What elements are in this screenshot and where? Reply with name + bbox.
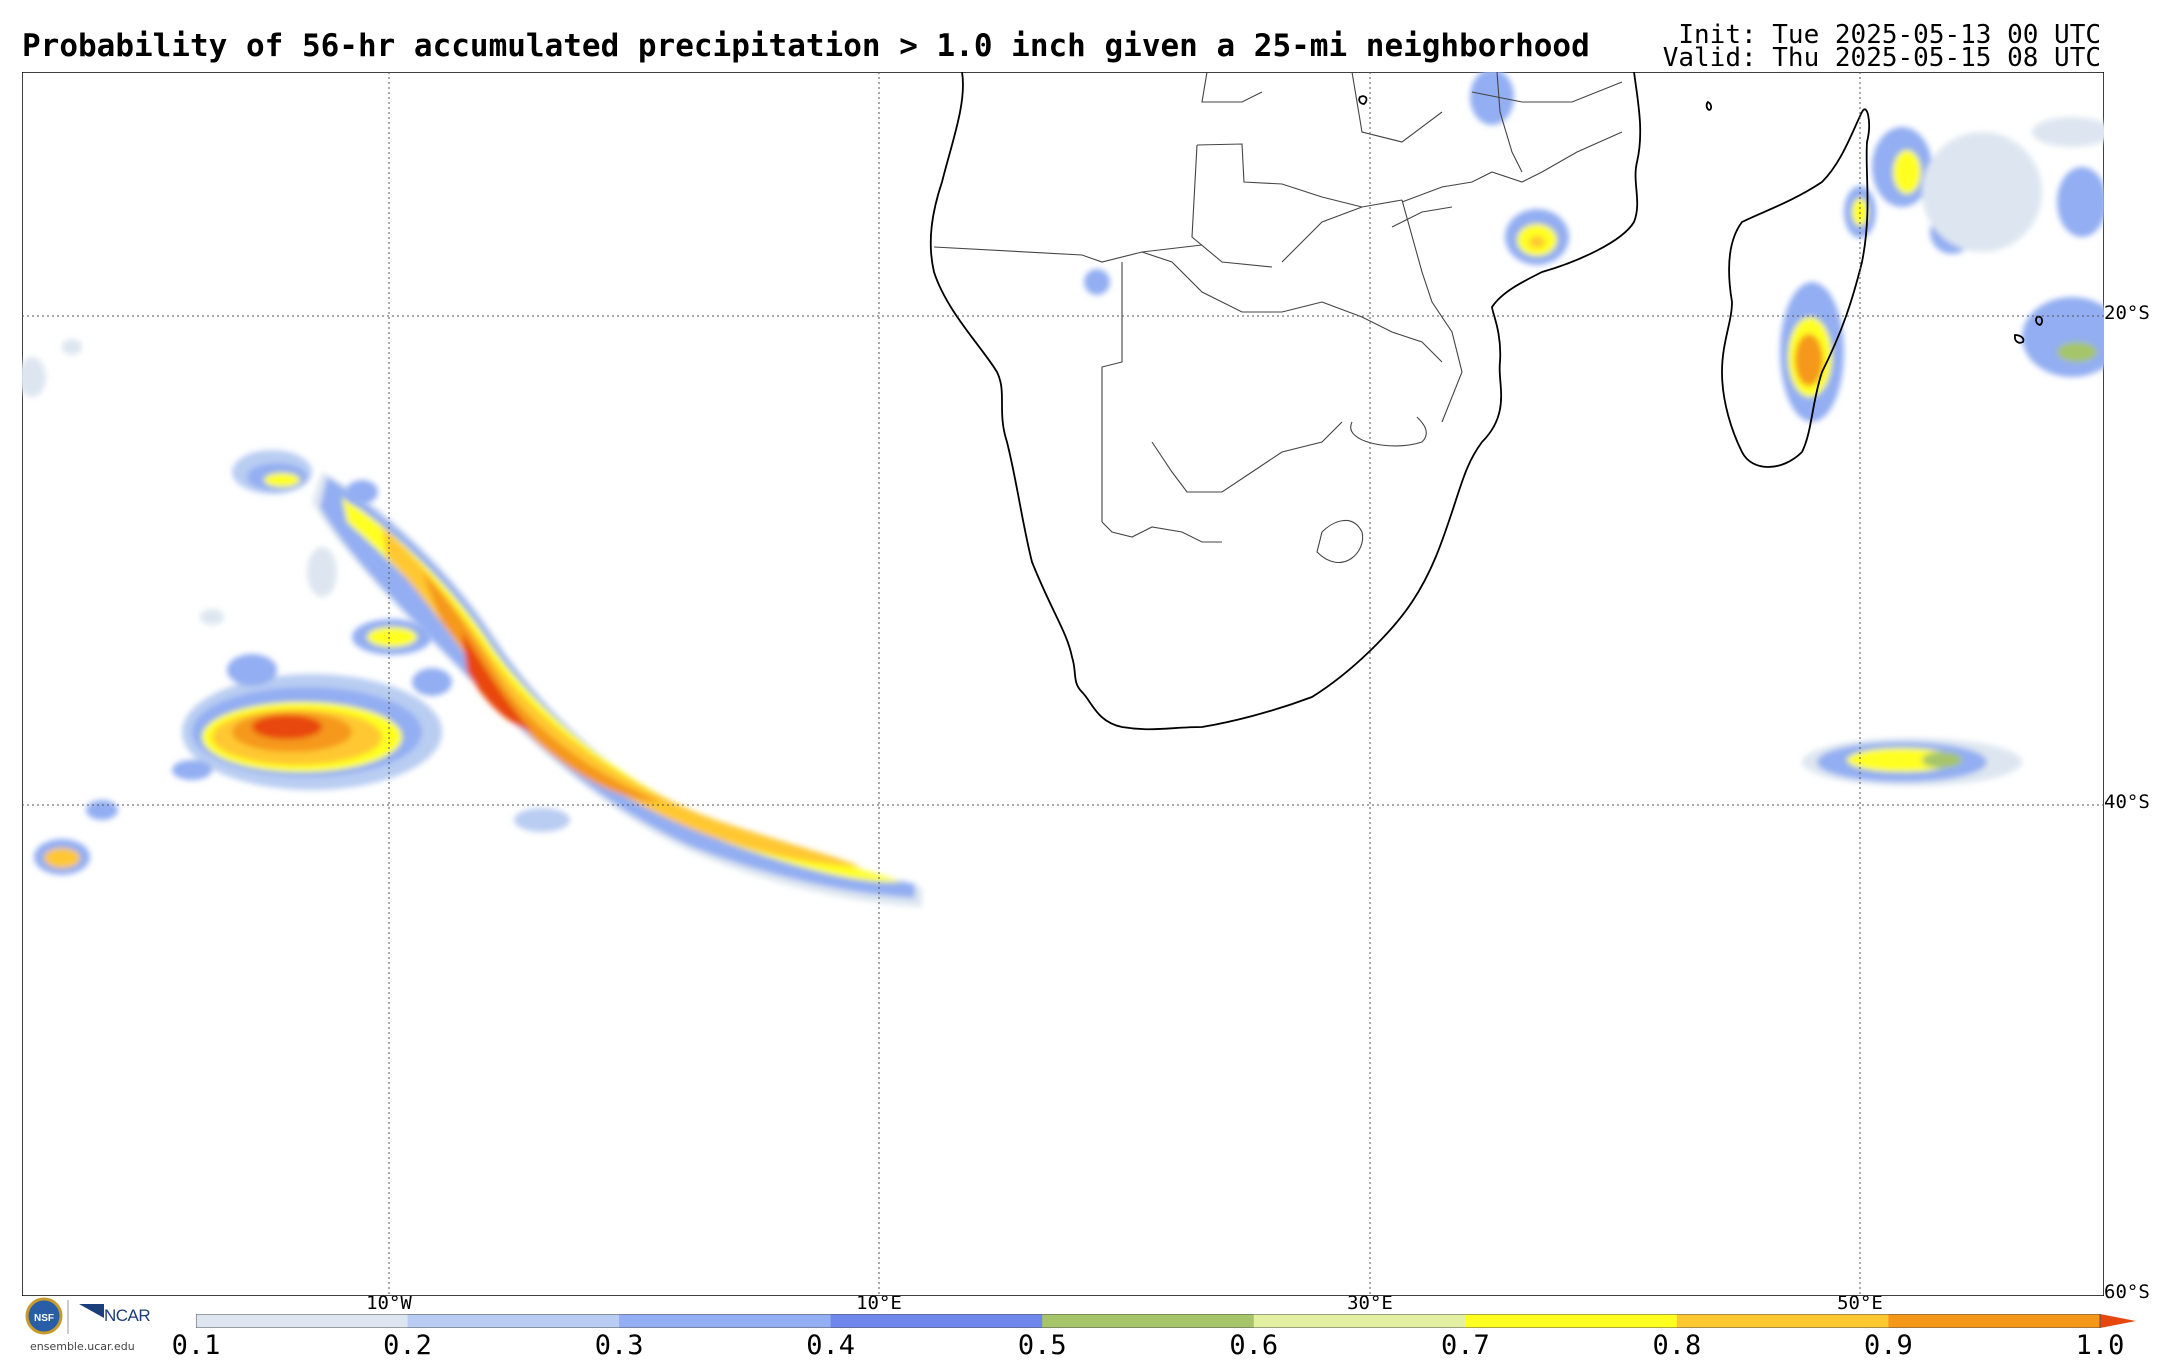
lon-label-50e: 50°E [1837, 1292, 1883, 1314]
precip-band-main [312, 472, 922, 907]
colorbar-segment [830, 1314, 1043, 1328]
colorbar-segment [1888, 1314, 2101, 1328]
colorbar-segment [1465, 1314, 1678, 1328]
colorbar-tick-label: 0.3 [594, 1330, 644, 1361]
colorbar-extend-arrow [2100, 1314, 2136, 1328]
precip-south-indian-ocean [1802, 738, 2022, 786]
colorbar-segment [407, 1314, 620, 1328]
precipitation-map [22, 72, 2104, 1296]
nsf-logo-text: NSF [34, 1313, 54, 1324]
lon-label-10e: 10°E [856, 1292, 902, 1314]
lon-label-10w: 10°W [366, 1292, 412, 1314]
lat-label-60s: 60°S [2104, 1281, 2150, 1303]
colorbar-segment [619, 1314, 832, 1328]
colorbar-tick-label: 0.6 [1229, 1330, 1279, 1361]
colorbar-tick-label: 0.2 [383, 1330, 432, 1361]
colorbar-segment [1253, 1314, 1466, 1328]
precip-mozambique [1084, 72, 1569, 295]
lat-label-20s: 20°S [2104, 302, 2150, 324]
ncar-logo-text: NCAR [104, 1306, 151, 1325]
map-title: Probability of 56-hr accumulated precipi… [22, 28, 1590, 64]
valid-time: Valid: Thu 2025-05-15 08 UTC [1662, 43, 2101, 73]
graticule [22, 72, 2104, 1296]
precip-cluster-southwest [22, 339, 570, 875]
coastline-africa [929, 72, 2044, 731]
lat-label-40s: 40°S [2104, 791, 2150, 813]
colorbar-segment [196, 1314, 409, 1328]
colorbar-segment [1042, 1314, 1255, 1328]
lon-label-30e: 30°E [1347, 1292, 1393, 1314]
nsf-ncar-logo: NSF [25, 1297, 104, 1335]
colorbar-tick-label: 0.4 [806, 1330, 856, 1361]
country-borders [933, 72, 1623, 564]
colorbar-segment [1676, 1314, 1889, 1328]
colorbar-tick-label: 0.5 [1017, 1330, 1067, 1361]
colorbar-tick-label: 0.9 [1864, 1330, 1913, 1361]
colorbar-tick-label: 0.1 [171, 1330, 221, 1361]
colorbar-tick-label: 0.8 [1652, 1330, 1702, 1361]
init-time: Init: Tue 2025-05-13 00 UTC [1678, 20, 2101, 50]
colorbar-tick-label: 1.0 [2075, 1330, 2125, 1361]
colorbar-tick-label: 0.7 [1440, 1330, 1490, 1361]
site-url: ensemble.ucar.edu [30, 1340, 135, 1353]
colorbar [196, 1314, 2136, 1328]
